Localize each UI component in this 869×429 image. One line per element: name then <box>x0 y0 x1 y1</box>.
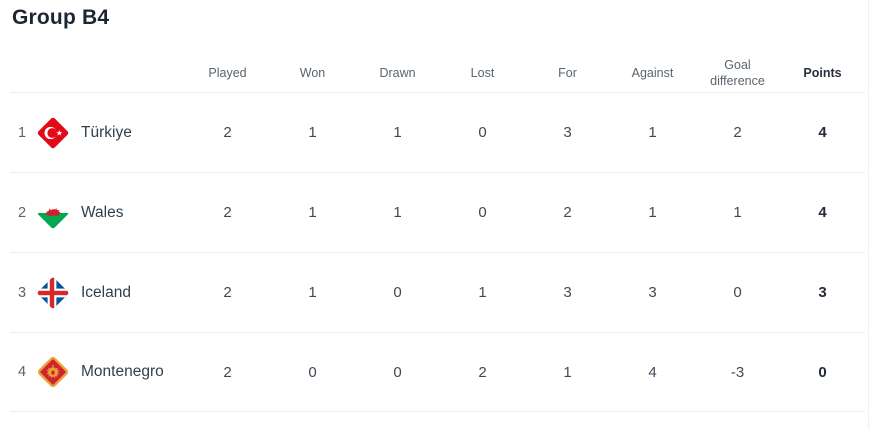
header-lost: Lost <box>470 65 495 80</box>
cell-for: 2 <box>563 204 572 221</box>
cell-points: 4 <box>818 124 827 141</box>
team-cell-montenegro[interactable]: 4 Montenegro <box>10 352 185 392</box>
team-cell-turkiye[interactable]: 1 Türkiye <box>10 113 185 153</box>
cell-lost: 2 <box>478 363 487 381</box>
header-for: For <box>558 65 577 80</box>
cell-points: 0 <box>818 363 827 381</box>
table-row: 4 Montenegro 2 0 0 2 1 4 -3 0 <box>10 332 865 412</box>
cell-won: 1 <box>308 284 317 301</box>
cell-played: 2 <box>223 284 232 301</box>
table-row: 3 Iceland 2 1 0 1 3 3 0 <box>10 252 865 332</box>
team-name: Wales <box>81 203 124 221</box>
table-header-row: Played Won Drawn Lost For Against Goal d… <box>10 55 865 92</box>
turkiye-flag-icon <box>37 117 69 148</box>
team-name: Iceland <box>81 283 131 301</box>
cell-goal-difference: 2 <box>733 124 742 141</box>
cell-won: 1 <box>308 204 317 221</box>
position-number: 2 <box>17 204 27 221</box>
cell-for: 3 <box>563 284 572 301</box>
cell-for: 1 <box>563 363 572 381</box>
cell-drawn: 0 <box>393 363 402 381</box>
team-name: Türkiye <box>81 123 132 141</box>
cell-goal-difference: 0 <box>733 284 742 301</box>
montenegro-flag-icon <box>37 356 69 388</box>
cell-won: 0 <box>308 363 317 381</box>
cell-played: 2 <box>223 204 232 221</box>
cell-drawn: 0 <box>393 284 402 301</box>
header-points: Points <box>803 65 842 80</box>
cell-drawn: 1 <box>393 124 402 141</box>
cell-points: 3 <box>818 284 827 301</box>
header-drawn: Drawn <box>379 65 416 80</box>
team-name: Montenegro <box>81 363 164 380</box>
header-played: Played <box>208 65 247 80</box>
team-cell-iceland[interactable]: 3 Iceland <box>10 273 185 313</box>
iceland-flag-icon <box>36 276 70 309</box>
position-number: 3 <box>17 284 27 301</box>
header-goal-difference: Goal difference <box>710 57 765 88</box>
cell-points: 4 <box>818 204 827 221</box>
cell-for: 3 <box>563 124 572 141</box>
cell-against: 1 <box>648 124 657 141</box>
cell-against: 1 <box>648 204 657 221</box>
cell-against: 3 <box>648 284 657 301</box>
page-title: Group B4 <box>12 6 110 29</box>
cell-lost: 0 <box>478 204 487 221</box>
cell-lost: 1 <box>478 284 487 301</box>
standings-table: Played Won Drawn Lost For Against Goal d… <box>10 55 865 412</box>
team-cell-wales[interactable]: 2 Wales <box>10 193 185 233</box>
cell-goal-difference: -3 <box>730 363 745 381</box>
table-row: 1 Türkiye 2 1 1 0 3 1 2 4 <box>10 92 865 172</box>
cell-played: 2 <box>223 363 232 381</box>
cell-drawn: 1 <box>393 204 402 221</box>
cell-lost: 0 <box>478 124 487 141</box>
position-number: 1 <box>17 124 27 141</box>
cell-goal-difference: 1 <box>733 204 742 221</box>
header-won: Won <box>299 65 326 80</box>
cell-against: 4 <box>648 363 657 381</box>
wales-flag-icon <box>36 196 70 229</box>
cell-played: 2 <box>223 124 232 141</box>
table-row: 2 Wales 2 1 1 0 2 1 1 4 <box>10 172 865 252</box>
header-against: Against <box>631 65 674 80</box>
position-number: 4 <box>17 364 27 380</box>
cell-won: 1 <box>308 124 317 141</box>
